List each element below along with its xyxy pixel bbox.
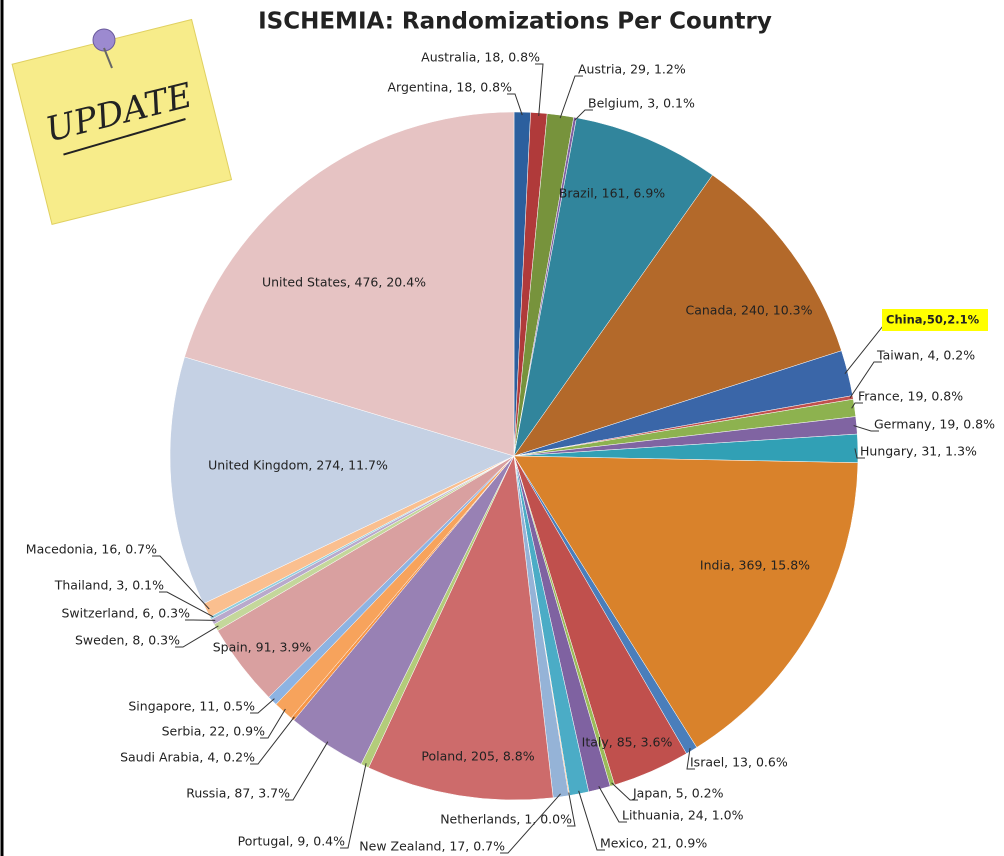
data-label: Austria, 29, 1.2% bbox=[578, 62, 686, 77]
data-label: Russia, 87, 3.7% bbox=[186, 786, 290, 801]
data-label: Germany, 19, 0.8% bbox=[874, 417, 995, 432]
data-label: Portugal, 9, 0.4% bbox=[238, 834, 345, 849]
data-label: Mexico, 21, 0.9% bbox=[600, 836, 707, 851]
data-label: New Zealand, 17, 0.7% bbox=[359, 839, 505, 854]
data-label: Israel, 13, 0.6% bbox=[690, 755, 788, 770]
data-label: Italy, 85, 3.6% bbox=[582, 735, 673, 750]
data-label: Netherlands, 1, 0.0% bbox=[440, 812, 572, 827]
data-label: China,50,2.1% bbox=[886, 313, 980, 327]
chart-title: ISCHEMIA: Randomizations Per Country bbox=[258, 9, 772, 35]
data-label: United Kingdom, 274, 11.7% bbox=[208, 458, 388, 473]
data-label: India, 369, 15.8% bbox=[700, 558, 810, 573]
chart: UPDATE ISCHEMIA: Randomizations Per Coun… bbox=[0, 0, 1004, 856]
data-label: Japan, 5, 0.2% bbox=[632, 786, 724, 801]
data-label: Brazil, 161, 6.9% bbox=[559, 186, 666, 201]
data-label: Saudi Arabia, 4, 0.2% bbox=[120, 750, 255, 765]
data-label: Hungary, 31, 1.3% bbox=[860, 444, 977, 459]
data-label: Lithuania, 24, 1.0% bbox=[622, 808, 744, 823]
data-label: Spain, 91, 3.9% bbox=[213, 640, 312, 655]
data-label: Switzerland, 6, 0.3% bbox=[61, 606, 190, 621]
data-label: Argentina, 18, 0.8% bbox=[387, 80, 512, 95]
data-label: Thailand, 3, 0.1% bbox=[54, 578, 164, 593]
data-label: Poland, 205, 8.8% bbox=[421, 749, 534, 764]
data-label: Singapore, 11, 0.5% bbox=[128, 699, 255, 714]
pin bbox=[93, 29, 115, 51]
data-label: United States, 476, 20.4% bbox=[262, 275, 426, 290]
data-label: Taiwan, 4, 0.2% bbox=[876, 348, 975, 363]
data-label: Belgium, 3, 0.1% bbox=[588, 96, 695, 111]
data-label: Australia, 18, 0.8% bbox=[421, 50, 540, 65]
data-label: Macedonia, 16, 0.7% bbox=[26, 542, 157, 557]
data-label: France, 19, 0.8% bbox=[858, 389, 963, 404]
data-label: Canada, 240, 10.3% bbox=[685, 303, 812, 318]
pie bbox=[170, 112, 858, 800]
data-label: Sweden, 8, 0.3% bbox=[75, 633, 180, 648]
data-label: Serbia, 22, 0.9% bbox=[162, 724, 266, 739]
